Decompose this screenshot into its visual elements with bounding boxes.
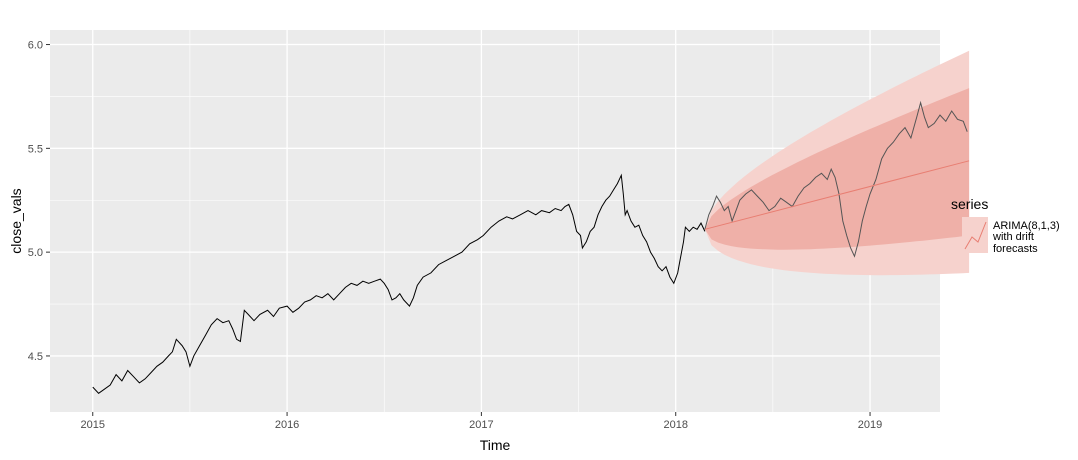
x-tick-label: 2017 (469, 419, 493, 431)
legend-entry-line-3: forecasts (993, 243, 1038, 255)
gridlines (50, 30, 940, 412)
actual-series-line (704, 100, 968, 258)
y-tick-label: 5.5 (28, 143, 43, 155)
x-axis-title: Time (480, 437, 511, 453)
x-tick-label: 2015 (81, 419, 105, 431)
y-tick-label: 4.5 (28, 351, 43, 363)
y-axis-title: close_vals (8, 188, 24, 253)
x-tick-label: 2019 (858, 419, 882, 431)
legend-key-line (964, 221, 987, 250)
x-axis-ticks: 2015 2016 2017 2018 2019 (81, 412, 882, 431)
y-tick-label: 6.0 (28, 40, 43, 52)
legend-title: series (951, 196, 988, 212)
legend-entry-line-2: with drift (992, 231, 1034, 243)
forecast-mean-line (704, 160, 970, 230)
y-axis-ticks: 4.5 5.0 5.5 6.0 (28, 40, 50, 363)
history-series-line (92, 173, 706, 394)
x-tick-label: 2018 (663, 419, 687, 431)
legend: series ARIMA(8,1,3) with drift forecasts (951, 196, 1060, 255)
legend-entry-line-1: ARIMA(8,1,3) (993, 220, 1060, 232)
x-tick-label: 2016 (275, 419, 299, 431)
y-tick-label: 5.0 (28, 247, 43, 259)
